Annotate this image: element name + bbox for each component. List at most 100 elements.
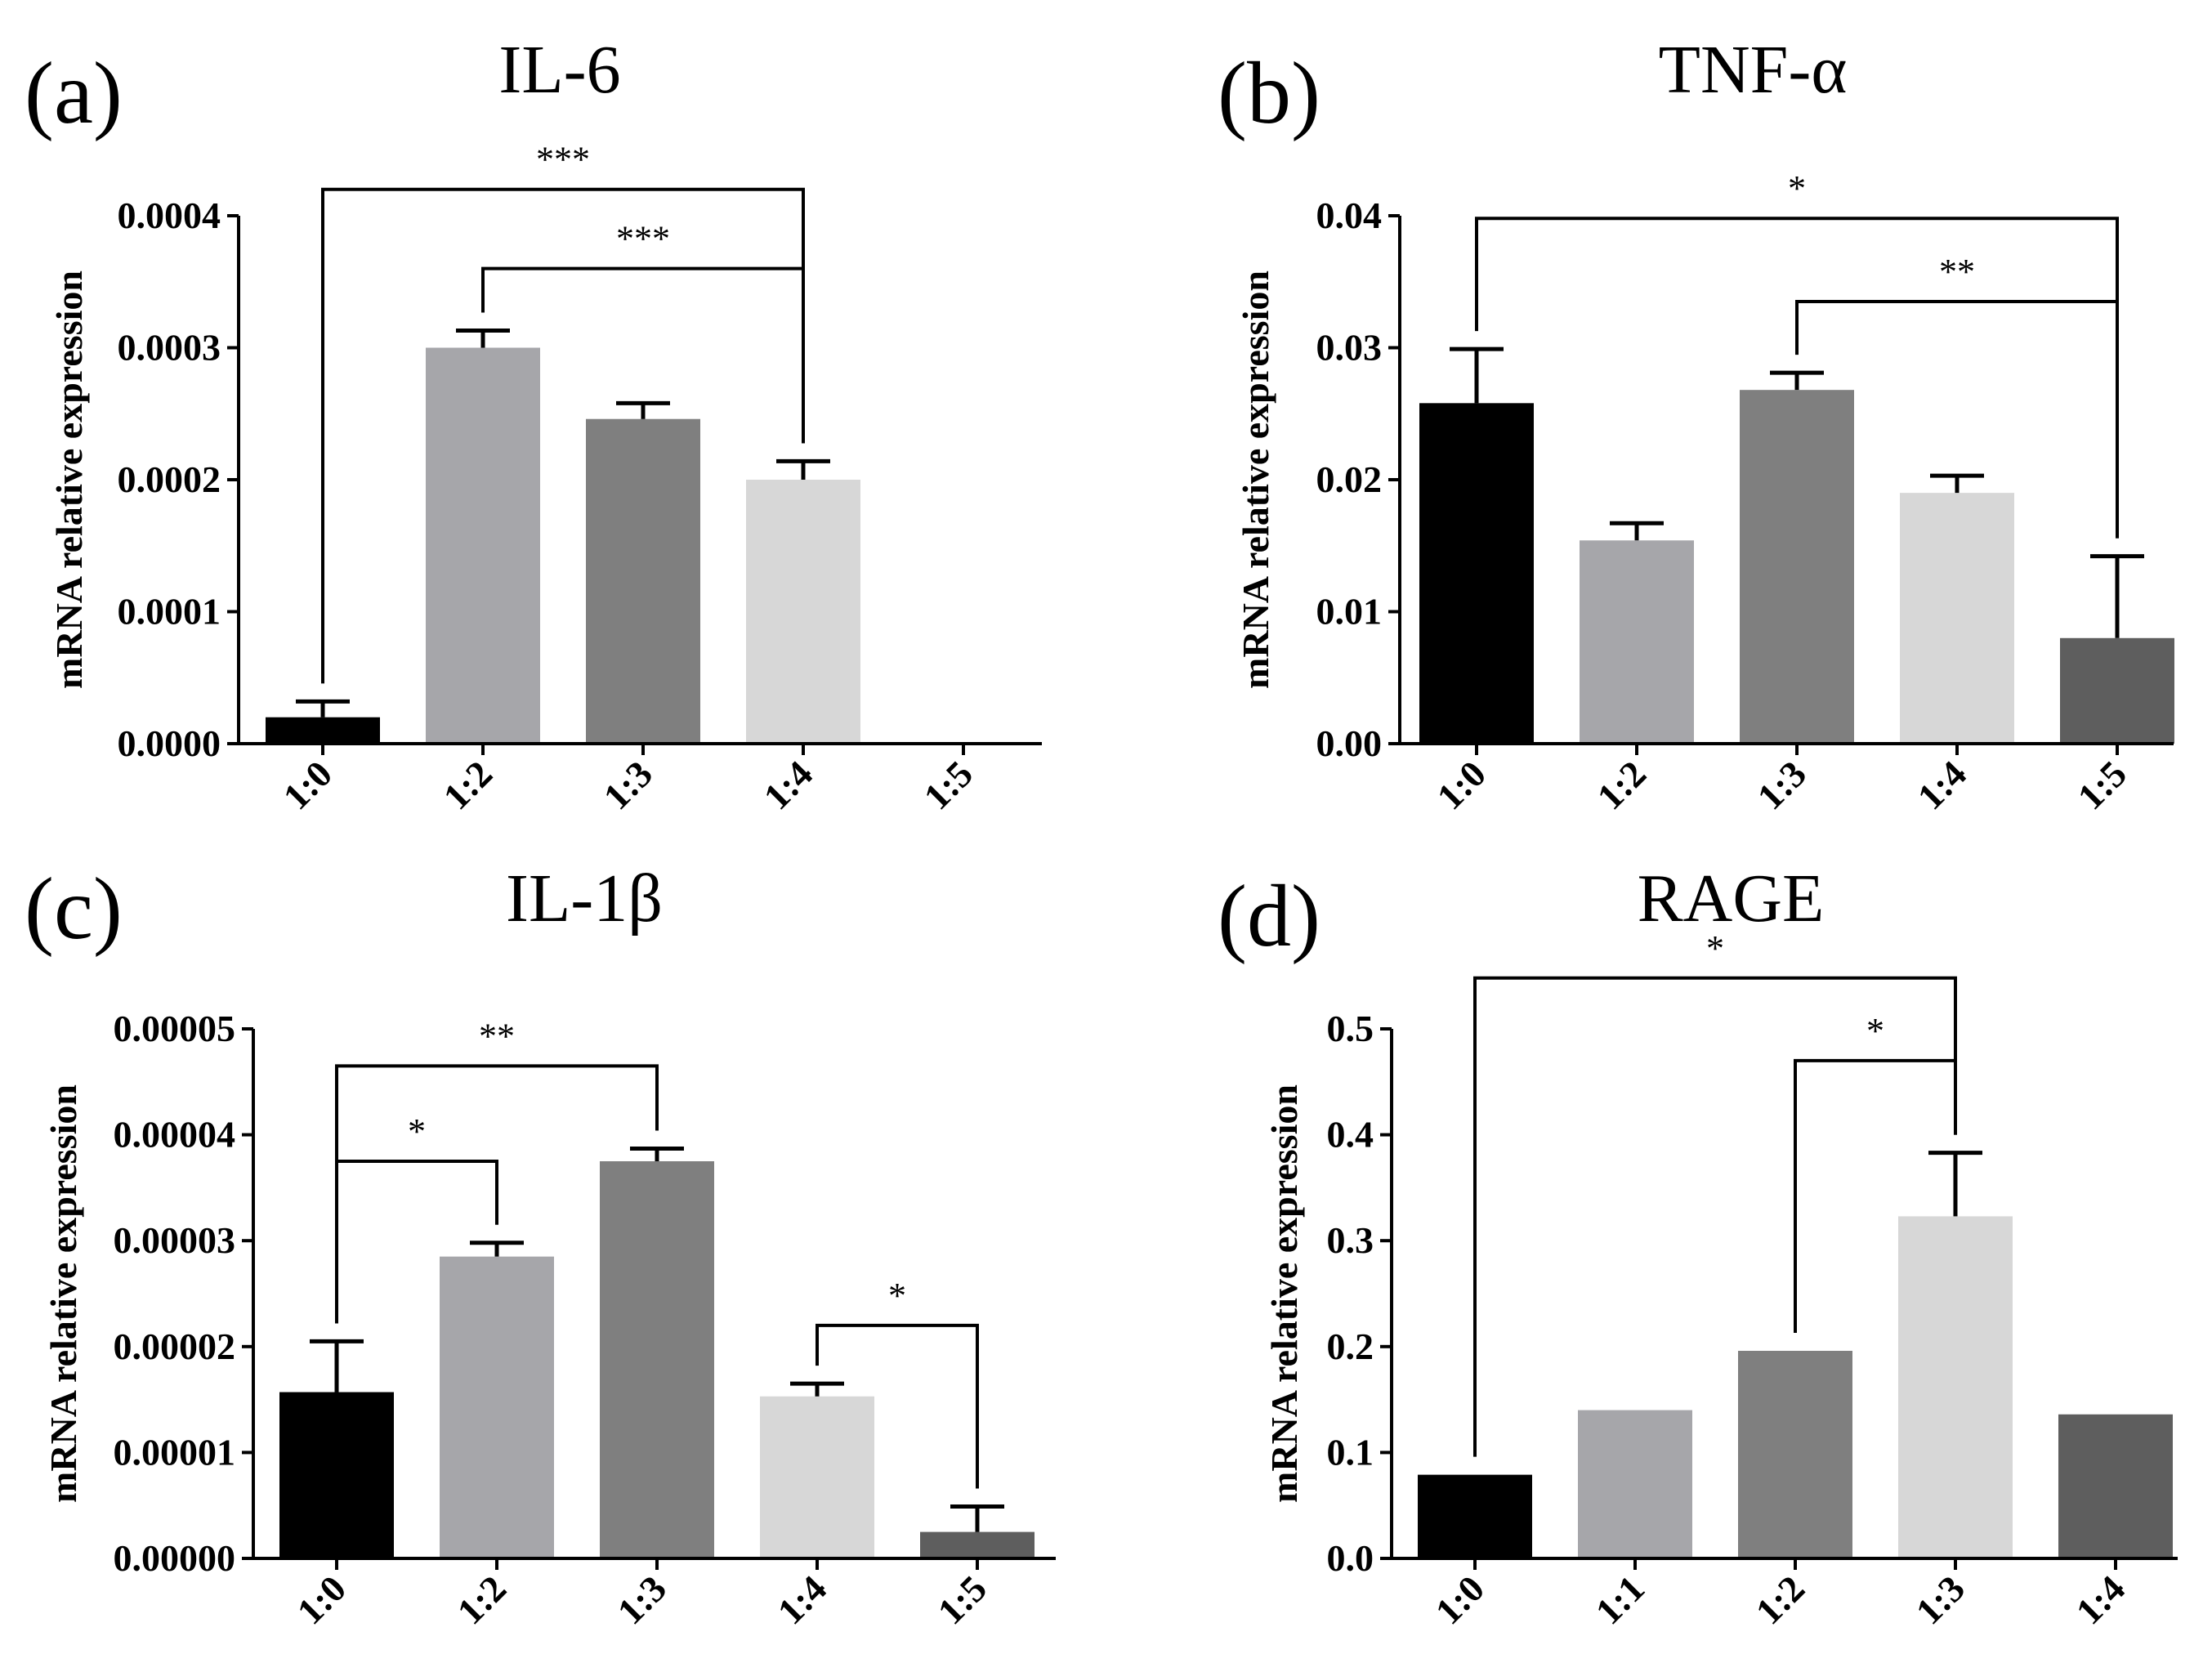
significance-label: ** bbox=[479, 1016, 515, 1056]
chart-title: TNF-α bbox=[1659, 32, 1848, 108]
panel-c: (c) IL-1β mRNA relative expression 0.00000 0… bbox=[25, 861, 1056, 1632]
bar-1-4 bbox=[746, 480, 860, 744]
x-tick-label: 1:0 bbox=[289, 1567, 354, 1632]
x-tick-label: 1:5 bbox=[2070, 753, 2134, 817]
y-tick-label: 0.00005 bbox=[114, 1008, 236, 1049]
y-tick-label: 0.5 bbox=[1327, 1008, 1374, 1049]
chart-title: RAGE bbox=[1638, 861, 1825, 937]
panel-d: (d) RAGE mRNA relative expression 0.0 0.1 0.2… bbox=[1218, 861, 2178, 1632]
panel-label: (d) bbox=[1218, 868, 1320, 965]
y-tick-label: 0.00003 bbox=[114, 1219, 236, 1261]
error-bar bbox=[616, 400, 670, 419]
x-tick-label: 1:4 bbox=[756, 753, 820, 817]
x-tick-label: 1:2 bbox=[436, 753, 500, 817]
y-tick-label: 0.00004 bbox=[114, 1114, 236, 1156]
y-tick-label: 0.1 bbox=[1327, 1431, 1374, 1473]
y-tick-label: 0.03 bbox=[1316, 327, 1383, 369]
bar-1-2 bbox=[1738, 1350, 1852, 1558]
error-bar bbox=[630, 1146, 684, 1161]
bar-1-0 bbox=[1419, 403, 1534, 744]
y-tick-label: 0.2 bbox=[1327, 1326, 1374, 1367]
bar-1-4 bbox=[1900, 493, 2014, 744]
bar-1-2 bbox=[426, 347, 540, 744]
bar-1-3 bbox=[1740, 390, 1854, 744]
significance-label: * bbox=[1866, 1011, 1884, 1051]
y-tick-label: 0.01 bbox=[1316, 591, 1383, 633]
bar-1-1 bbox=[1578, 1410, 1692, 1558]
y-tick-label: 0.0004 bbox=[118, 194, 221, 236]
x-tick-label: 1:2 bbox=[1748, 1567, 1812, 1632]
significance-label: *** bbox=[616, 219, 670, 259]
bar-1-0 bbox=[266, 717, 380, 744]
significance-label: *** bbox=[536, 140, 590, 180]
x-tick-label: 1:4 bbox=[2068, 1567, 2133, 1632]
error-bar bbox=[2090, 554, 2144, 638]
y-axis-label: mRNA relative expression bbox=[1263, 1084, 1305, 1503]
panel-b: (b) TNF-α mRNA relative expression 0.00 0.01… bbox=[1218, 32, 2174, 817]
panel-label: (c) bbox=[25, 861, 123, 958]
x-tick-label: 1:0 bbox=[275, 753, 340, 817]
significance-label: ** bbox=[1939, 252, 1975, 292]
significance-label: * bbox=[1788, 168, 1806, 208]
error-bar bbox=[470, 1241, 524, 1257]
bar-1-3 bbox=[586, 418, 700, 744]
significance-label: * bbox=[1706, 928, 1724, 968]
error-bar bbox=[296, 699, 350, 718]
y-tick-label: 0.0001 bbox=[118, 591, 221, 633]
error-bar bbox=[1770, 370, 1824, 391]
y-axis-label: mRNA relative expression bbox=[48, 270, 90, 689]
significance-bracket bbox=[816, 1323, 979, 1489]
error-bar bbox=[790, 1381, 844, 1397]
panel-label: (b) bbox=[1218, 45, 1320, 142]
y-tick-label: 0.4 bbox=[1327, 1114, 1374, 1156]
bar-1-2 bbox=[440, 1256, 554, 1558]
y-axis-label: mRNA relative expression bbox=[1235, 270, 1276, 689]
x-tick-label: 1:4 bbox=[1910, 753, 1974, 817]
y-tick-label: 0.0 bbox=[1327, 1537, 1374, 1579]
bar-1-2 bbox=[1580, 540, 1694, 744]
error-bar bbox=[776, 458, 830, 480]
x-tick-label: 1:0 bbox=[1428, 1567, 1492, 1632]
x-tick-label: 1:2 bbox=[449, 1567, 514, 1632]
x-tick-label: 1:0 bbox=[1429, 753, 1494, 817]
error-bar bbox=[950, 1504, 1004, 1532]
bar-1-5 bbox=[2060, 637, 2174, 744]
y-tick-label: 0.00001 bbox=[114, 1431, 236, 1473]
x-tick-label: 1:1 bbox=[1588, 1567, 1652, 1632]
x-tick-label: 1:3 bbox=[610, 1567, 674, 1632]
error-bar bbox=[310, 1339, 364, 1393]
y-axis-label: mRNA relative expression bbox=[42, 1084, 84, 1503]
y-tick-label: 0.0003 bbox=[118, 327, 221, 369]
significance-label: * bbox=[408, 1111, 426, 1151]
y-tick-label: 0.0000 bbox=[118, 722, 221, 764]
x-tick-label: 1:3 bbox=[1908, 1567, 1973, 1632]
error-bar bbox=[1610, 521, 1664, 541]
y-tick-label: 0.00002 bbox=[114, 1326, 236, 1367]
chart-title: IL-6 bbox=[498, 32, 620, 108]
significance-bracket bbox=[1795, 299, 2119, 539]
error-bar bbox=[1928, 1151, 1982, 1217]
bar-1-5 bbox=[920, 1531, 1035, 1558]
panel-a: (a) IL-6 mRNA relative expression 0.0000 0.0… bbox=[25, 32, 1042, 817]
x-tick-label: 1:4 bbox=[770, 1567, 834, 1632]
significance-bracket bbox=[1794, 1058, 1957, 1333]
y-tick-label: 0.3 bbox=[1327, 1219, 1374, 1261]
chart-title: IL-1β bbox=[506, 861, 663, 937]
bar-1-0 bbox=[1418, 1474, 1532, 1558]
error-bar bbox=[1930, 473, 1984, 494]
error-bar bbox=[1450, 346, 1504, 404]
y-tick-label: 0.04 bbox=[1316, 194, 1383, 236]
x-tick-label: 1:5 bbox=[930, 1567, 994, 1632]
significance-bracket bbox=[481, 266, 805, 444]
significance-bracket bbox=[335, 1160, 498, 1324]
panel-label: (a) bbox=[25, 45, 123, 142]
error-bar bbox=[456, 329, 510, 348]
bar-1-4 bbox=[760, 1396, 874, 1558]
significance-bracket bbox=[1473, 976, 1957, 1457]
x-tick-label: 1:3 bbox=[1749, 753, 1814, 817]
significance-bracket bbox=[321, 187, 805, 684]
bar-1-3 bbox=[1898, 1216, 2013, 1558]
bar-1-0 bbox=[279, 1392, 394, 1558]
x-tick-label: 1:5 bbox=[916, 753, 981, 817]
